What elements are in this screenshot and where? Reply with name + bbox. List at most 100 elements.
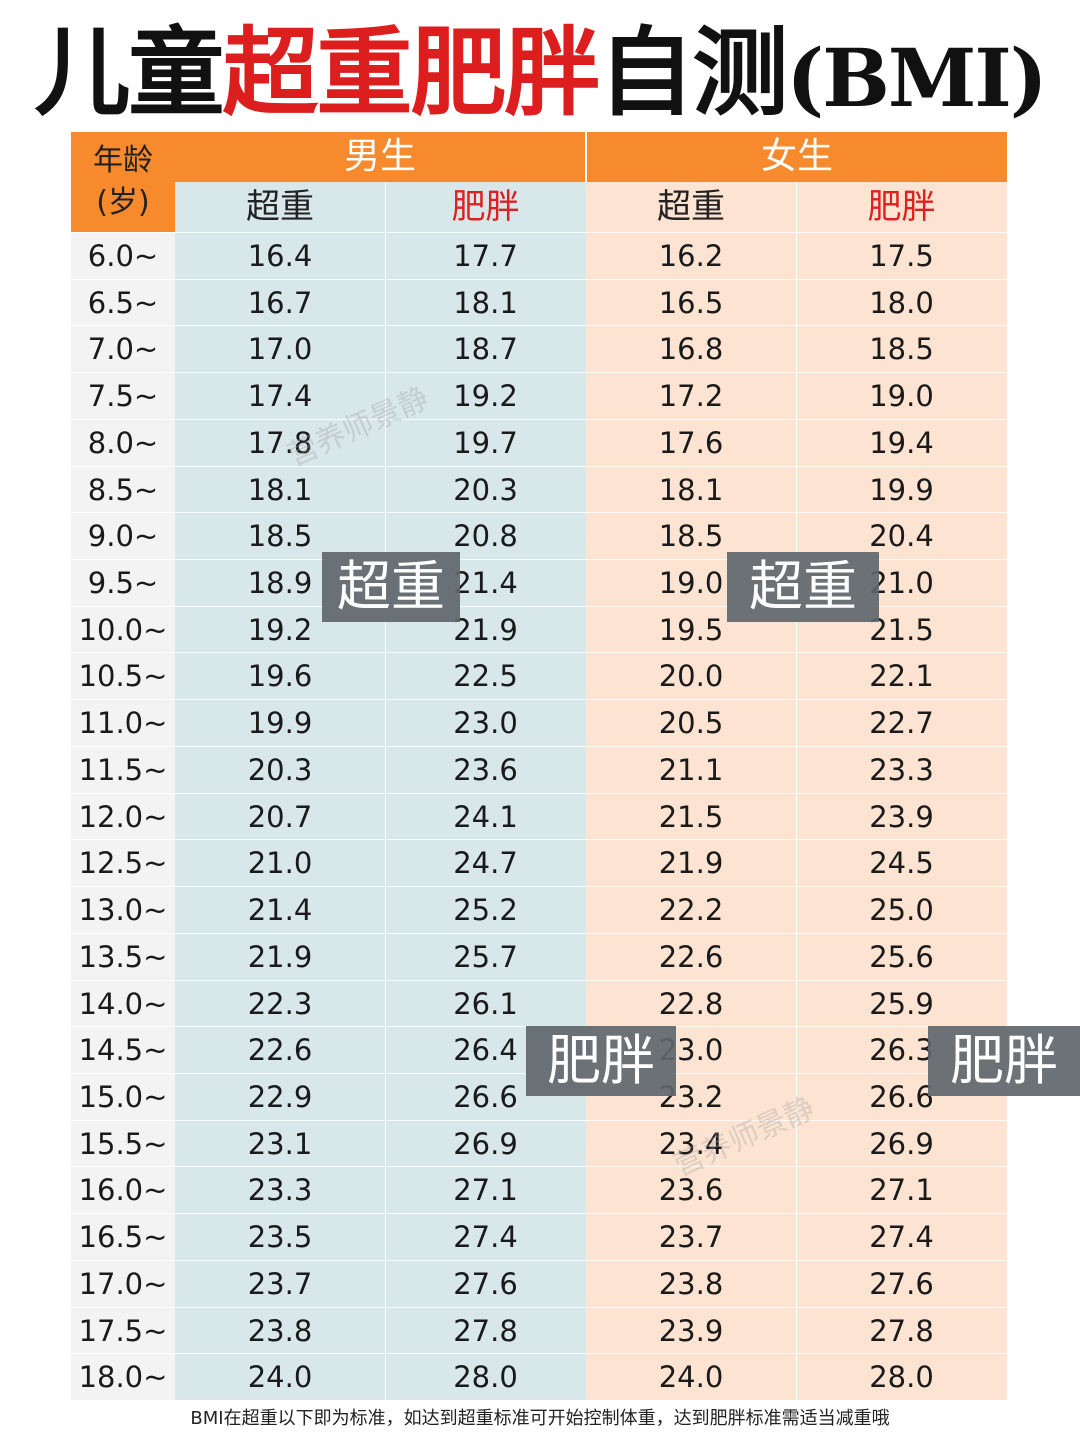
title-part-children: 儿童 — [34, 17, 224, 129]
boys-obese-cell: 22.5 — [453, 659, 518, 694]
age-cell: 14.5~ — [78, 1033, 168, 1068]
age-cell: 13.0~ — [78, 893, 168, 928]
table-row: 18.0~ 24.0 28.0 24.0 28.0 — [71, 1353, 1007, 1400]
page-title: 儿童超重肥胖自测(BMI) — [0, 18, 1080, 128]
boys-overweight-cell: 19.6 — [247, 659, 313, 694]
girls-overweight-cell: 21.1 — [658, 752, 724, 787]
girls-obese-header: 肥胖 — [867, 187, 936, 227]
girls-obese-cell: 25.6 — [869, 939, 934, 974]
boys-overweight-cell: 20.7 — [247, 799, 313, 834]
girls-obese-cell: 27.8 — [869, 1313, 934, 1348]
column-divider — [385, 182, 386, 1400]
age-cell: 6.0~ — [87, 239, 159, 273]
age-cell: 15.0~ — [78, 1079, 168, 1114]
boys-obese-cell: 27.6 — [453, 1266, 518, 1301]
girls-obese-cell: 22.7 — [869, 706, 934, 741]
girls-obese-cell: 28.0 — [869, 1360, 934, 1395]
girls-obese-cell: 17.5 — [869, 239, 934, 273]
age-cell: 16.5~ — [78, 1220, 168, 1255]
boys-obese-cell: 26.9 — [453, 1126, 518, 1161]
table-row: 13.5~ 21.9 25.7 22.6 25.6 — [71, 932, 1007, 980]
boys-obese-cell: 23.0 — [453, 706, 518, 741]
boys-overweight-cell: 16.4 — [247, 239, 313, 273]
age-column-bg — [71, 232, 175, 1400]
boys-obese-cell: 19.7 — [453, 425, 518, 460]
girls-header: 女生 — [587, 132, 1007, 182]
age-header-line1: 年龄 — [93, 143, 153, 178]
age-cell: 11.0~ — [78, 706, 168, 741]
boys-overweight-cell: 20.3 — [247, 752, 313, 787]
boys-overweight-cell: 19.9 — [247, 706, 313, 741]
boys-overweight-header: 超重 — [246, 187, 314, 227]
girls-obese-cell: 21.0 — [869, 566, 934, 601]
boys-obese-cell: 26.4 — [453, 1033, 518, 1068]
age-cell: 10.0~ — [78, 612, 168, 647]
boys-obese-cell: 21.4 — [453, 566, 518, 601]
age-cell: 12.0~ — [78, 799, 168, 834]
girls-obese-cell: 27.6 — [869, 1266, 934, 1301]
girls-obese-tag: 肥胖 — [928, 1026, 1080, 1096]
table-row: 11.0~ 19.9 23.0 20.5 22.7 — [71, 699, 1007, 746]
table-row: 9.5~ 18.9 21.4 19.0 21.0 — [71, 559, 1007, 606]
age-header: 年龄 (岁) — [71, 132, 175, 232]
girls-overweight-cell: 16.8 — [658, 332, 724, 367]
girls-overweight-cell: 22.6 — [658, 939, 724, 974]
table-row: 13.0~ 21.4 25.2 22.2 25.0 — [71, 886, 1007, 933]
girls-overweight-cell: 17.6 — [658, 425, 724, 460]
age-cell: 9.0~ — [87, 519, 159, 554]
girls-obese-cell: 23.9 — [869, 799, 934, 834]
girls-overweight-header: 超重 — [657, 187, 725, 227]
girls-obese-cell: 18.0 — [869, 285, 934, 320]
table-row: 16.5~ 23.5 27.4 23.7 27.4 — [71, 1213, 1007, 1260]
age-cell: 17.0~ — [78, 1266, 168, 1301]
girls-obese-cell: 25.9 — [869, 986, 934, 1021]
girls-obese-cell: 27.1 — [869, 1173, 934, 1208]
boys-overweight-cell: 21.4 — [247, 893, 313, 928]
boys-overweight-cell: 24.0 — [247, 1360, 313, 1395]
boys-overweight-cell: 18.9 — [247, 566, 313, 601]
boys-overweight-cell: 22.9 — [247, 1079, 313, 1114]
age-cell: 8.5~ — [87, 472, 159, 507]
age-cell: 7.0~ — [87, 332, 159, 367]
girls-obese-cell: 19.4 — [869, 425, 934, 460]
girls-obese-cell: 20.4 — [869, 519, 934, 554]
table-row: 6.5~ 16.7 18.1 16.5 18.0 — [71, 278, 1007, 326]
girls-overweight-cell: 18.1 — [658, 472, 724, 507]
girls-overweight-cell: 20.0 — [658, 659, 724, 694]
boys-obese-cell: 17.7 — [453, 239, 518, 273]
age-cell: 9.5~ — [87, 566, 159, 601]
boys-overweight-cell: 17.0 — [247, 332, 313, 367]
boys-obese-cell: 27.1 — [453, 1173, 518, 1208]
boys-obese-header: 肥胖 — [451, 187, 520, 227]
boys-obese-tag: 肥胖 — [526, 1026, 676, 1096]
girls-overweight-cell: 16.2 — [658, 239, 724, 273]
age-cell: 18.0~ — [78, 1360, 168, 1395]
boys-overweight-cell: 22.3 — [247, 986, 313, 1021]
girls-overweight-cell: 21.5 — [658, 799, 724, 834]
girls-obese-cell: 26.3 — [869, 1033, 934, 1068]
girls-overweight-cell: 18.5 — [658, 519, 724, 554]
girls-obese-cell: 27.4 — [869, 1220, 934, 1255]
girls-overweight-cell: 22.8 — [658, 986, 724, 1021]
boys-column-bg — [175, 182, 586, 1400]
table-row: 8.0~ 17.8 19.7 17.6 19.4 — [71, 418, 1007, 466]
girls-overweight-cell: 24.0 — [658, 1360, 724, 1395]
boys-overweight-cell: 22.6 — [247, 1033, 313, 1068]
girls-overweight-cell: 19.5 — [658, 612, 724, 647]
boys-overweight-cell: 23.8 — [247, 1313, 313, 1348]
boys-overweight-cell: 18.5 — [247, 519, 313, 554]
column-divider — [796, 182, 797, 1400]
age-cell: 11.5~ — [78, 752, 168, 787]
girls-overweight-cell: 21.9 — [658, 846, 724, 881]
girls-obese-cell: 26.9 — [869, 1126, 934, 1161]
age-cell: 16.0~ — [78, 1173, 168, 1208]
boys-overweight-cell: 23.5 — [247, 1220, 313, 1255]
boys-obese-cell: 18.7 — [453, 332, 518, 367]
boys-overweight-cell: 23.3 — [247, 1173, 313, 1208]
boys-overweight-cell: 23.7 — [247, 1266, 313, 1301]
girls-overweight-cell: 17.2 — [658, 379, 724, 414]
boys-obese-cell: 25.7 — [453, 939, 518, 974]
table-row: 7.5~ 17.4 19.2 17.2 19.0 — [71, 372, 1007, 419]
table-row: 10.5~ 19.6 22.5 20.0 22.1 — [71, 652, 1007, 699]
girls-obese-cell: 22.1 — [869, 659, 934, 694]
